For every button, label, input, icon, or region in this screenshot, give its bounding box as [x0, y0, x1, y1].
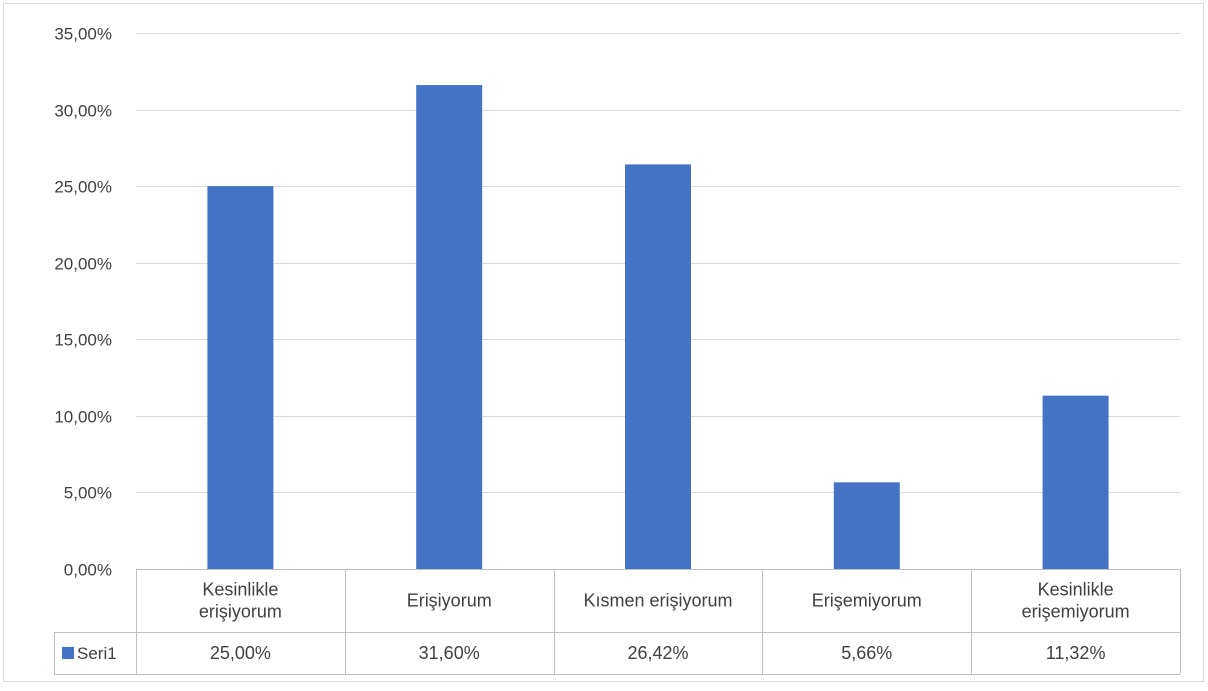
- y-tick-label: 35,00%: [54, 25, 112, 44]
- category-label: Erişiyorum: [407, 591, 492, 611]
- y-axis-ticks: 0,00% 5,00% 10,00% 15,00% 20,00% 25,00% 30,00%…: [54, 25, 112, 580]
- category-label: Erişemiyorum: [812, 591, 922, 611]
- category-label: erişiyorum: [199, 602, 282, 622]
- y-tick-label: 10,00%: [54, 408, 112, 427]
- bar: [207, 186, 274, 569]
- legend-swatch: [62, 647, 74, 659]
- bar: [1042, 395, 1109, 569]
- y-tick-label: 0,00%: [64, 561, 112, 580]
- bar: [833, 482, 900, 569]
- y-tick-label: 5,00%: [64, 484, 112, 503]
- y-tick-label: 25,00%: [54, 178, 112, 197]
- bar: [416, 85, 483, 569]
- bars: [207, 85, 1109, 569]
- data-value-label: 26,42%: [627, 643, 688, 663]
- y-tick-label: 15,00%: [54, 331, 112, 350]
- category-label: Kesinlikle: [202, 580, 278, 600]
- category-label: erişemiyorum: [1022, 602, 1130, 622]
- y-tick-label: 30,00%: [54, 102, 112, 121]
- category-label: Kısmen erişiyorum: [583, 591, 732, 611]
- data-value-label: 25,00%: [210, 643, 271, 663]
- chart-frame: [3, 3, 1204, 682]
- legend-label: Seri1: [77, 644, 117, 663]
- data-value-label: 11,32%: [1046, 643, 1106, 663]
- y-tick-label: 20,00%: [54, 255, 112, 274]
- data-value-label: 31,60%: [419, 643, 480, 663]
- bar: [625, 164, 691, 569]
- data-value-label: 5,66%: [841, 643, 892, 663]
- category-label: Kesinlikle: [1038, 580, 1114, 600]
